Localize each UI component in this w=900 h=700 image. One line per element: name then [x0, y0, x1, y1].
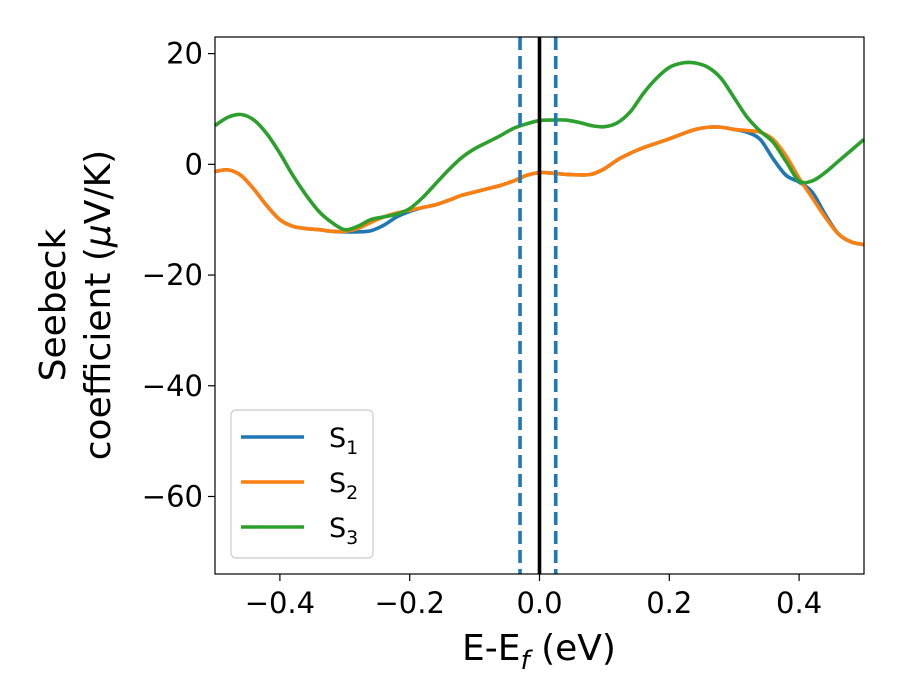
x-axis-ticks: −0.4 −0.2 0.0 0.2 0.4: [245, 574, 822, 620]
y-tick-label: −40: [142, 369, 203, 403]
legend-label-s3: S3: [329, 513, 358, 549]
y-tick-label: 20: [166, 37, 203, 71]
x-axis-title: E-Ef (eV): [462, 628, 616, 676]
legend-items: S1 S2 S3: [241, 423, 358, 549]
y-tick-label: 0: [185, 147, 203, 181]
y-axis-ticks: 20 0 −20 −40 −60: [142, 37, 215, 513]
x-tick-label: −0.2: [374, 586, 444, 620]
y-axis-title-line2: coefficient (μV/K): [78, 150, 119, 460]
y-tick-label: −60: [142, 479, 203, 513]
vline-layer: [518, 37, 558, 574]
legend-label-s2: S2: [329, 468, 358, 504]
x-tick-label: 0.0: [516, 586, 562, 620]
x-tick-label: −0.4: [245, 586, 315, 620]
legend-label-s1: S1: [329, 423, 358, 459]
y-axis-title-line1: Seebeck: [33, 228, 74, 381]
x-tick-label: 0.4: [776, 586, 822, 620]
y-tick-label: −20: [142, 258, 203, 292]
x-tick-label: 0.2: [646, 586, 692, 620]
legend: S1 S2 S3: [230, 409, 374, 559]
legend-box: [230, 409, 374, 559]
